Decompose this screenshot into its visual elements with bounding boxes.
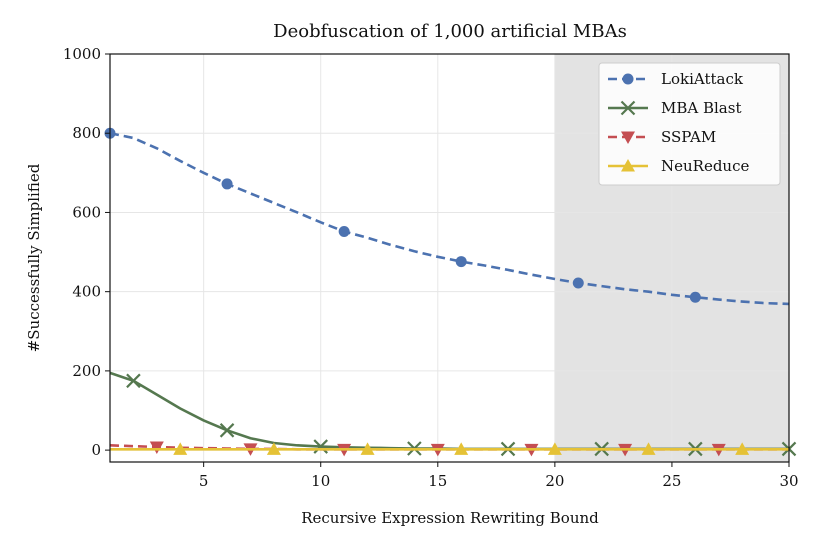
legend-marker	[621, 131, 635, 144]
data-point	[338, 225, 350, 237]
y-tick-label: 1000	[63, 45, 101, 63]
data-point	[313, 439, 329, 454]
legend-marker	[622, 73, 634, 85]
data-point	[454, 442, 469, 455]
legend-label: LokiAttack	[661, 70, 744, 88]
y-tick-label: 800	[72, 124, 101, 142]
data-point	[572, 277, 584, 289]
x-tick-label: 20	[545, 472, 564, 490]
axes	[109, 53, 790, 463]
tick-labels: 5 10 15 20 25 30 0 200 400 600 800 1000	[63, 45, 799, 490]
x-tick-label: 10	[311, 472, 330, 490]
data-point	[641, 442, 656, 455]
data-point	[547, 442, 562, 455]
y-axis-label: #Successfully Simplified	[25, 163, 43, 352]
legend-item: MBA Blast	[608, 99, 741, 117]
x-tick-label: 5	[199, 472, 209, 490]
legend-label: MBA Blast	[661, 99, 741, 117]
data-point	[219, 423, 235, 438]
legend-marker	[620, 100, 636, 116]
legend-label: SSPAM	[661, 128, 716, 146]
legend-item: NeuReduce	[608, 157, 749, 175]
data-point	[173, 442, 188, 455]
x-tick-label: 15	[428, 472, 447, 490]
legend-item: SSPAM	[608, 128, 716, 146]
legend-marker	[621, 159, 635, 172]
data-point	[126, 373, 141, 389]
data-point	[266, 442, 281, 455]
data-point	[455, 256, 467, 268]
series-line	[109, 131, 790, 306]
data-point	[360, 442, 375, 455]
chart-title: Deobfuscation of 1,000 artificial MBAs	[273, 21, 627, 42]
y-tick-label: 400	[72, 283, 101, 301]
y-tick-label: 0	[91, 441, 101, 459]
data-point	[689, 291, 701, 303]
series-neureduce	[110, 442, 789, 455]
plot-frame	[109, 53, 790, 463]
data-point	[221, 178, 233, 190]
series-lokiattack	[104, 127, 790, 306]
y-tick-label: 200	[72, 362, 101, 380]
series-layer	[104, 127, 797, 457]
x-axis-label: Recursive Expression Rewriting Bound	[301, 509, 599, 527]
x-tick-label: 25	[662, 472, 681, 490]
legend: LokiAttack MBA Blast SSPAM NeuReduce	[598, 62, 781, 186]
y-tick-label: 600	[72, 203, 101, 221]
legend-item: LokiAttack	[608, 70, 744, 88]
data-point	[149, 441, 164, 454]
legend-box	[598, 62, 781, 186]
legend-label: NeuReduce	[661, 157, 749, 175]
x-tick-label: 30	[779, 472, 798, 490]
data-point	[735, 442, 750, 455]
